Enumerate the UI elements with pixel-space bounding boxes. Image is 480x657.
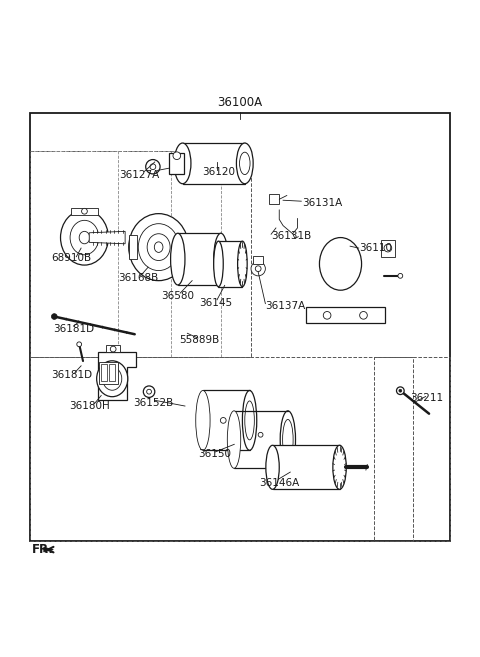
Circle shape: [82, 208, 87, 214]
Circle shape: [251, 261, 265, 276]
Text: 36580: 36580: [161, 291, 194, 301]
Polygon shape: [98, 352, 136, 400]
Circle shape: [258, 432, 263, 437]
Circle shape: [384, 244, 392, 252]
Text: 68910B: 68910B: [51, 253, 92, 263]
Ellipse shape: [245, 401, 254, 440]
Text: 36180H: 36180H: [69, 401, 109, 411]
Text: 36100A: 36100A: [217, 97, 263, 109]
Bar: [169, 153, 184, 174]
Text: 36181D: 36181D: [53, 323, 94, 334]
Circle shape: [173, 152, 180, 160]
Polygon shape: [44, 547, 53, 552]
Ellipse shape: [60, 210, 108, 265]
Bar: [273, 445, 339, 489]
Ellipse shape: [238, 241, 247, 286]
Bar: [306, 307, 385, 323]
Ellipse shape: [280, 411, 296, 468]
Polygon shape: [381, 240, 395, 257]
Text: FR.: FR.: [32, 543, 54, 556]
Polygon shape: [129, 235, 137, 259]
Bar: [30, 113, 450, 541]
Circle shape: [220, 417, 226, 423]
Circle shape: [255, 266, 261, 271]
Ellipse shape: [70, 220, 99, 255]
Ellipse shape: [138, 223, 179, 271]
Bar: [30, 357, 413, 541]
Circle shape: [360, 311, 367, 319]
Circle shape: [399, 390, 402, 392]
Text: 36131A: 36131A: [302, 198, 342, 208]
Circle shape: [398, 273, 403, 279]
Ellipse shape: [155, 242, 163, 252]
Text: 36181D: 36181D: [51, 370, 92, 380]
Ellipse shape: [283, 419, 293, 460]
Circle shape: [144, 386, 155, 397]
FancyBboxPatch shape: [306, 215, 385, 312]
Ellipse shape: [242, 390, 257, 450]
Text: 36211: 36211: [410, 393, 443, 403]
Bar: [178, 233, 221, 285]
Ellipse shape: [237, 143, 253, 184]
Ellipse shape: [133, 226, 142, 249]
Text: 36137A: 36137A: [265, 300, 305, 311]
Bar: [374, 357, 450, 541]
Bar: [182, 143, 245, 184]
Circle shape: [110, 346, 116, 352]
Text: 36145: 36145: [200, 298, 233, 307]
Polygon shape: [89, 231, 125, 244]
Ellipse shape: [79, 231, 90, 244]
Bar: [99, 362, 119, 384]
Ellipse shape: [320, 238, 361, 290]
Ellipse shape: [214, 233, 228, 285]
Circle shape: [396, 387, 404, 395]
Ellipse shape: [96, 361, 128, 397]
Text: 36152B: 36152B: [133, 397, 173, 408]
Text: 36168B: 36168B: [119, 273, 159, 283]
Circle shape: [146, 160, 160, 174]
Circle shape: [147, 390, 152, 394]
Bar: [253, 256, 263, 264]
Circle shape: [150, 164, 156, 170]
Bar: [106, 345, 120, 352]
Bar: [30, 151, 251, 357]
Ellipse shape: [214, 241, 223, 286]
Ellipse shape: [103, 367, 122, 390]
Polygon shape: [71, 208, 98, 215]
Text: 36131B: 36131B: [271, 231, 312, 241]
Text: 36150: 36150: [199, 449, 232, 459]
Ellipse shape: [170, 233, 185, 285]
Bar: [101, 365, 107, 381]
Text: 36120: 36120: [202, 167, 235, 177]
Circle shape: [323, 311, 331, 319]
Ellipse shape: [333, 445, 346, 489]
Text: 36127A: 36127A: [120, 170, 160, 180]
Circle shape: [51, 313, 57, 319]
Ellipse shape: [266, 445, 279, 489]
Ellipse shape: [240, 152, 250, 175]
Ellipse shape: [228, 411, 240, 468]
Text: 36110: 36110: [360, 243, 393, 253]
Bar: [218, 241, 242, 286]
Bar: [109, 365, 115, 381]
Circle shape: [77, 342, 82, 347]
Ellipse shape: [147, 234, 170, 261]
Ellipse shape: [129, 214, 189, 281]
Ellipse shape: [174, 143, 191, 184]
Bar: [269, 194, 279, 204]
Text: 36146A: 36146A: [259, 478, 300, 487]
Ellipse shape: [196, 390, 210, 450]
Text: 55889B: 55889B: [179, 335, 219, 345]
